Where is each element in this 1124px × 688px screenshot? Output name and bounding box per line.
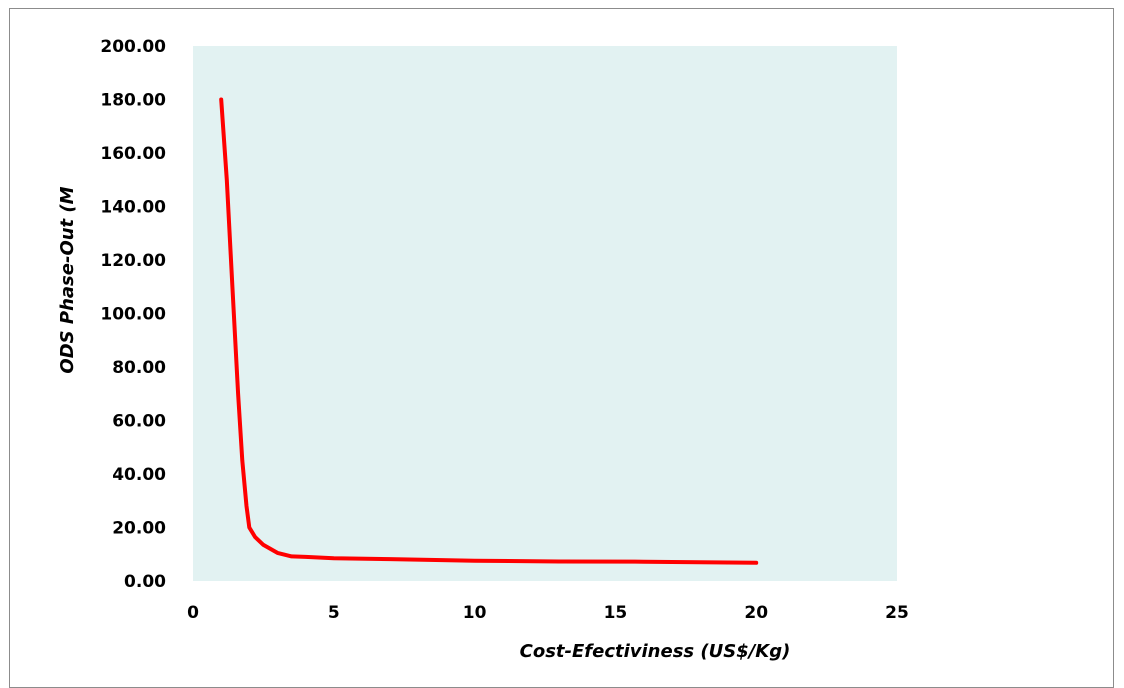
plot-area [193, 46, 897, 581]
chart: 0.00 20.00 40.00 60.00 80.00 100.00 120.00 140.… [57, 37, 909, 662]
y-tick-label: 40.00 [112, 465, 166, 485]
y-axis-title: ODS Phase-Out (M [57, 186, 78, 373]
y-tick-label: 0.00 [124, 572, 166, 592]
x-tick-label: 0 [187, 603, 199, 623]
y-tick-label: 80.00 [112, 358, 166, 378]
x-axis-ticks: 0 5 10 15 20 25 [187, 603, 909, 623]
x-tick-label: 15 [604, 603, 628, 623]
x-tick-label: 10 [463, 603, 487, 623]
x-tick-label: 20 [744, 603, 768, 623]
y-tick-label: 20.00 [112, 519, 166, 539]
y-tick-label: 140.00 [100, 198, 166, 218]
y-axis-ticks: 0.00 20.00 40.00 60.00 80.00 100.00 120.00 140.… [100, 37, 166, 592]
x-axis-title: Cost-Efectiviness (US$/Kg) [520, 641, 791, 662]
y-tick-label: 60.00 [112, 412, 166, 432]
y-tick-label: 160.00 [100, 144, 166, 164]
y-tick-label: 100.00 [100, 305, 166, 325]
y-tick-label: 180.00 [100, 91, 166, 111]
x-tick-label: 5 [328, 603, 340, 623]
x-tick-label: 25 [885, 603, 909, 623]
y-tick-label: 120.00 [100, 251, 166, 271]
y-tick-label: 200.00 [100, 37, 166, 57]
series-line [219, 97, 759, 565]
